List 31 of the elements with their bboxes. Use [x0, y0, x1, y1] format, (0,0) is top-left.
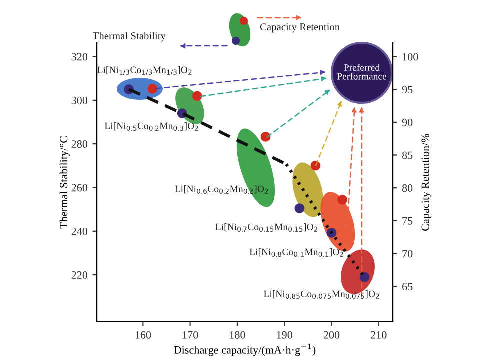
y2-tick-label: 65	[402, 283, 413, 291]
y-tick-label: 220	[72, 272, 88, 280]
annotation: Li[Ni$_{0.5}$Co$_{0.2}$Mn$_{0.3}$]O$_{2}$	[104, 122, 198, 131]
x-tick-label: 210	[371, 331, 387, 339]
y2-tick-label: 75	[402, 217, 413, 225]
y2-axis-title: Capacity Retention/%	[422, 134, 432, 231]
annotation: Li[Ni$_{0.8}$Co$_{0.1}$Mn$_{0.1}$]O$_{2}$	[250, 248, 344, 257]
annotation: Preferred Performance	[337, 64, 386, 80]
y-tick-label: 260	[72, 184, 88, 192]
text: Capacity Retention	[260, 24, 340, 33]
x-tick-label: 170	[182, 331, 198, 339]
y2-tick-label: 85	[402, 152, 413, 160]
text: Thermal Stability	[93, 32, 166, 42]
y2-tick-label: 70	[402, 250, 413, 258]
x-tick-label: 180	[230, 331, 246, 339]
y2-tick-label: 80	[402, 184, 413, 192]
x-tick-label: 160	[136, 331, 152, 339]
y-tick-label: 240	[72, 228, 88, 236]
y2-tick-label: 100	[403, 53, 418, 61]
y-tick-label: 320	[72, 53, 88, 61]
x-tick-label: 190	[277, 331, 292, 339]
x-tick-label: 200	[324, 331, 340, 339]
y-axis-title: Thermal Stability/°C	[60, 136, 70, 229]
y2-tick-label: 90	[402, 118, 413, 126]
y-tick-label: 300	[72, 96, 88, 104]
y-tick-label: 280	[72, 140, 88, 148]
y2-tick-label: 95	[402, 86, 413, 94]
x-axis-title: Discharge capacity/(mA·h·g$^{−1}$)	[174, 344, 316, 356]
annotation: Li[Ni$_{1/3}$Co$_{1/3}$Mn$_{1/3}$]O$_{2}$	[98, 66, 192, 76]
annotation: Li[Ni$_{0.85}$Co$_{0.075}$Mn$_{0.075}$]O$_{2}$	[264, 290, 380, 299]
annotation: Li[Ni$_{0.7}$Co$_{0.15}$Mn$_{0.15}$]O$_{2}$	[216, 224, 318, 232]
